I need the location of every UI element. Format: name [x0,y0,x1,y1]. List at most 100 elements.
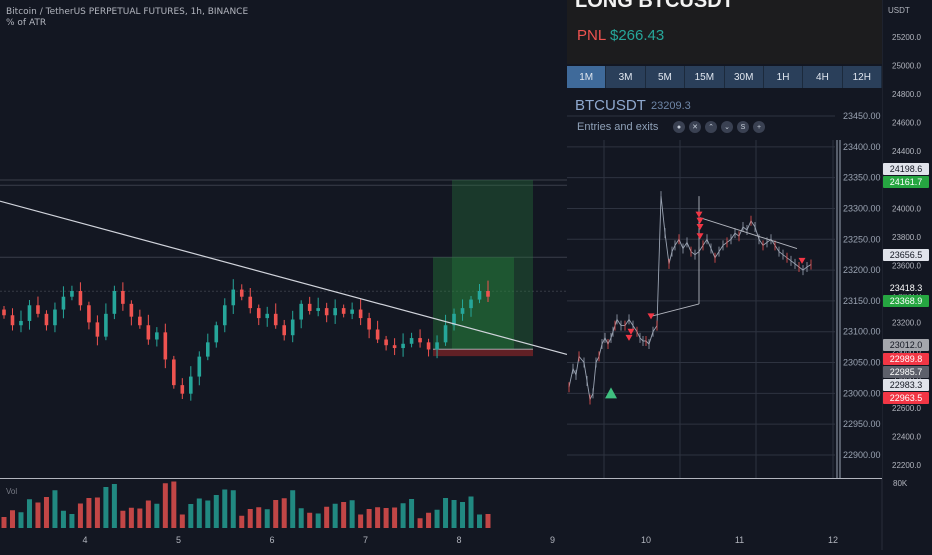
candle[interactable] [155,327,159,347]
tab-15m[interactable]: 15M [685,66,725,88]
candle[interactable] [375,320,380,344]
candle[interactable] [180,378,185,399]
candle[interactable] [307,296,312,315]
tab-1h[interactable]: 1H [764,66,804,88]
volume-bar [154,503,160,528]
sell-marker[interactable] [695,211,703,218]
volume-bar [434,509,440,528]
candle[interactable] [248,288,253,314]
candle[interactable] [290,310,295,343]
volume-bar [9,510,15,528]
tab-30m[interactable]: 30M [725,66,764,88]
tab-1m[interactable]: 1M [567,66,607,88]
candle[interactable] [409,332,414,348]
candle[interactable] [44,310,49,331]
plus-icon[interactable]: + [753,121,765,133]
sell-marker[interactable] [627,328,635,335]
eye-icon[interactable]: ● [673,121,685,133]
candle[interactable] [121,282,125,311]
long-target-zone[interactable] [452,179,533,350]
candle[interactable] [239,284,244,301]
chevron-down-icon[interactable]: ⌄ [721,121,733,133]
candle[interactable] [443,314,448,346]
tab-3m[interactable]: 3M [606,66,646,88]
candle[interactable] [163,323,168,369]
candle[interactable] [426,338,431,357]
candle[interactable] [469,295,473,317]
candle[interactable] [452,308,456,331]
volume-bar [18,512,24,528]
candle[interactable] [87,301,91,330]
candle[interactable] [27,299,32,330]
sell-marker[interactable] [696,233,704,240]
candle[interactable] [10,308,15,331]
buy-marker[interactable] [605,387,617,399]
candle[interactable] [138,309,142,329]
candle[interactable] [350,302,354,320]
candle[interactable] [316,297,320,317]
pane-divider[interactable] [0,478,882,479]
volume-bar [213,495,219,528]
overlay-title: LONG BTCUSDT [575,0,734,12]
candle[interactable] [418,329,422,348]
close-icon[interactable]: ✕ [689,121,701,133]
trendline[interactable] [0,200,568,356]
candle[interactable] [146,314,151,345]
candle[interactable] [172,355,176,389]
candle[interactable] [53,302,57,333]
overlay-tick-label: 22950.00 [843,419,881,429]
candle[interactable] [392,338,397,356]
candle[interactable] [477,284,482,304]
candle[interactable] [282,319,287,341]
candle[interactable] [205,333,210,361]
chevron-up-icon[interactable]: ⌃ [705,121,717,133]
candle[interactable] [486,280,490,302]
volume-bar [307,512,313,528]
candle[interactable] [231,279,236,314]
candle[interactable] [299,300,303,329]
candle[interactable] [273,303,278,329]
candle[interactable] [61,286,66,319]
sell-marker[interactable] [696,217,704,224]
sell-marker[interactable] [625,334,633,341]
candle[interactable] [265,306,270,327]
candle[interactable] [197,351,202,386]
candle[interactable] [401,333,405,357]
candle[interactable] [214,321,219,348]
candle[interactable] [256,304,261,326]
volume-bar [400,503,406,528]
candle[interactable] [460,299,465,321]
candle[interactable] [70,285,74,301]
sell-marker[interactable] [647,313,655,320]
candle[interactable] [78,282,83,311]
tab-4h[interactable]: 4H [803,66,843,88]
price-badge-label: 22989.8 [890,354,923,364]
candle[interactable] [95,315,100,346]
trade-link-line [699,217,798,249]
candle[interactable] [2,305,6,319]
settings-icon[interactable]: S [737,121,749,133]
candle[interactable] [222,298,227,333]
price-badge: 22989.8 [883,353,929,365]
candle[interactable] [189,366,193,401]
tab-5m[interactable]: 5M [646,66,686,88]
candle[interactable] [129,300,134,326]
candle[interactable] [333,299,337,324]
candle[interactable] [36,296,40,318]
candle[interactable] [104,303,108,341]
candle[interactable] [19,310,23,333]
sell-marker[interactable] [798,257,806,264]
candle[interactable] [384,335,388,351]
long-stop-zone[interactable] [433,349,533,357]
time-tick-label: 8 [456,535,461,545]
candle-body [239,289,244,297]
candle[interactable] [358,299,363,326]
candle[interactable] [324,302,329,323]
candle[interactable] [435,335,439,359]
sell-marker[interactable] [696,223,704,230]
candle[interactable] [112,285,117,320]
candle[interactable] [341,304,346,318]
candle-body [265,313,270,319]
candle[interactable] [367,312,371,339]
tab-12h[interactable]: 12H [843,66,882,88]
